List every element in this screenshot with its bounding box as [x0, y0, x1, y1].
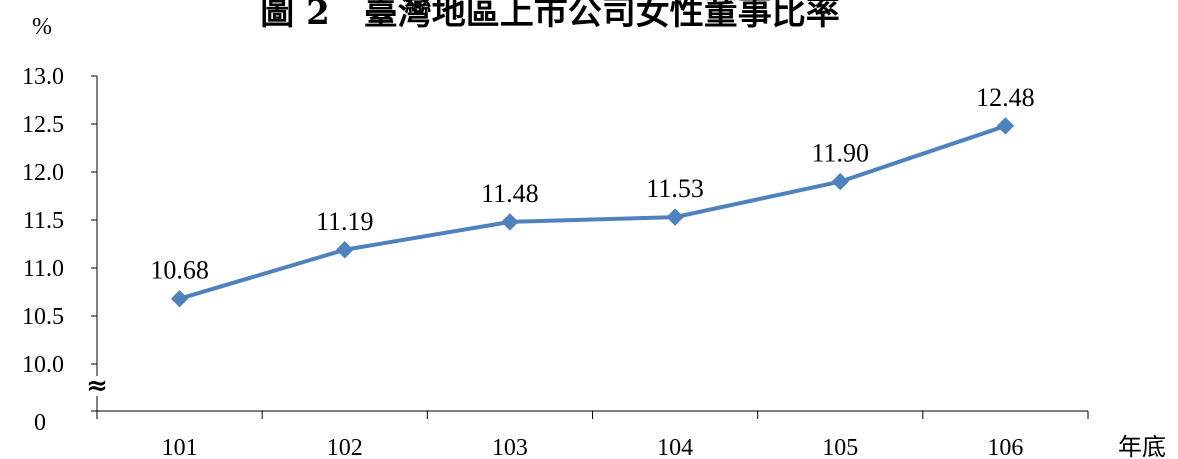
data-point-marker: [996, 117, 1015, 135]
x-tick-label: 102: [327, 435, 363, 459]
data-point-marker: [336, 241, 354, 259]
y-tick-label: 10.5: [22, 304, 64, 330]
data-label: 11.19: [316, 207, 374, 236]
y-tick-label: 11.5: [23, 208, 64, 234]
data-labels: 10.68 11.19 11.48 11.53 11.90 12.48: [150, 83, 1034, 285]
x-axis: 101 102 103 104 105 106: [96, 410, 1089, 459]
data-label: 11.90: [811, 139, 869, 168]
y-tick-label: 12.0: [22, 160, 64, 186]
y-tick-label: 10.0: [22, 352, 64, 378]
data-point-marker: [501, 213, 519, 231]
series-line: [179, 124, 1007, 301]
x-tick-label: 103: [492, 435, 528, 459]
data-point-marker: [170, 290, 189, 308]
data-label: 10.68: [150, 256, 209, 285]
y-axis: 10.0 10.5 11.0 11.5 12.0 12.5 13.0 0 ≈: [22, 64, 108, 436]
y-tick-label: 13.0: [22, 64, 64, 90]
x-axis-unit-label: 年底: [1118, 433, 1166, 459]
y-axis-unit-label: %: [32, 14, 52, 40]
y-tick-label-zero: 0: [34, 410, 46, 436]
data-point-marker: [666, 208, 684, 226]
y-tick-label: 12.5: [22, 112, 64, 138]
x-tick-label: 105: [822, 435, 858, 459]
axis-break-symbol: ≈: [86, 371, 108, 401]
x-tick-label: 106: [987, 435, 1023, 459]
data-label: 12.48: [976, 83, 1035, 112]
data-label: 11.53: [646, 174, 704, 203]
chart-title: 圖 2 臺灣地區上市公司女性董事比率: [260, 0, 840, 33]
data-label: 11.48: [481, 179, 539, 208]
y-tick-label: 11.0: [23, 256, 64, 282]
x-tick-label: 104: [657, 435, 693, 459]
data-series: [170, 117, 1015, 308]
data-point-marker: [831, 172, 849, 191]
x-tick-label: 101: [162, 435, 198, 459]
